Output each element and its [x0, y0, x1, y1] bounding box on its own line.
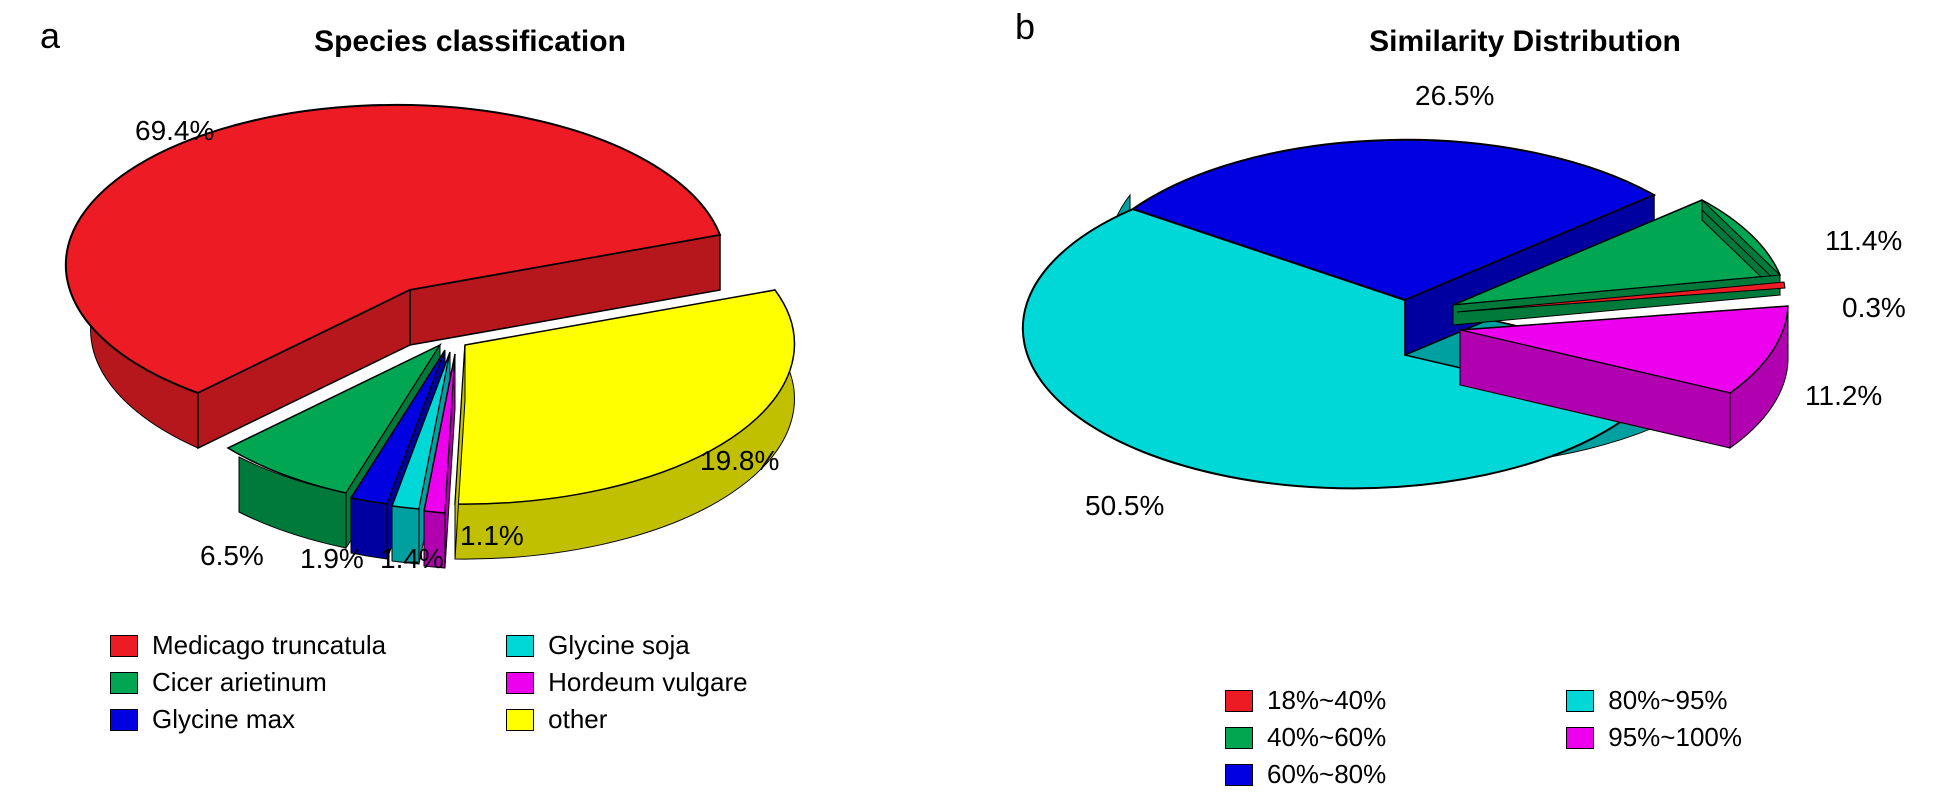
swatch-icon: [1225, 690, 1253, 712]
swatch-icon: [110, 635, 138, 657]
legend-item-a-1-2: other: [506, 704, 747, 735]
legend-b-col-1: 80%~95% 95%~100%: [1566, 685, 1742, 790]
legend-b-col-0: 18%~40% 40%~60% 60%~80%: [1225, 685, 1386, 790]
panel-b: b Similarity Distribution: [975, 0, 1945, 808]
legend-a-col-1: Glycine soja Hordeum vulgare other: [506, 630, 747, 735]
slice-label-a-2: 1.9%: [300, 543, 364, 575]
legend-item-b-0-2: 60%~80%: [1225, 759, 1386, 790]
legend-label: 80%~95%: [1608, 685, 1727, 716]
legend-label: Glycine max: [152, 704, 295, 735]
swatch-icon: [1566, 727, 1594, 749]
slice-label-a-0: 69.4%: [135, 115, 214, 147]
slice-label-b-0: 0.3%: [1842, 292, 1906, 324]
legend-item-b-0-0: 18%~40%: [1225, 685, 1386, 716]
swatch-icon: [110, 709, 138, 731]
legend-label: Hordeum vulgare: [548, 667, 747, 698]
slice-label-b-3: 50.5%: [1085, 490, 1164, 522]
swatch-icon: [506, 709, 534, 731]
swatch-icon: [110, 672, 138, 694]
legend-a: Medicago truncatula Cicer arietinum Glyc…: [110, 630, 748, 735]
slice-label-b-4: 11.2%: [1805, 380, 1882, 412]
slice-label-a-5: 19.8%: [700, 445, 779, 477]
legend-item-a-1-1: Hordeum vulgare: [506, 667, 747, 698]
legend-item-a-0-2: Glycine max: [110, 704, 386, 735]
panel-a: a Species classification: [0, 0, 970, 808]
legend-label: Glycine soja: [548, 630, 690, 661]
legend-label: 18%~40%: [1267, 685, 1386, 716]
legend-label: Cicer arietinum: [152, 667, 327, 698]
swatch-icon: [506, 672, 534, 694]
legend-item-b-1-1: 95%~100%: [1566, 722, 1742, 753]
swatch-icon: [1566, 690, 1594, 712]
legend-item-b-1-0: 80%~95%: [1566, 685, 1742, 716]
slice-label-a-4: 1.1%: [460, 520, 524, 552]
slice-label-a-1: 6.5%: [200, 540, 264, 572]
legend-item-a-0-0: Medicago truncatula: [110, 630, 386, 661]
legend-label: 40%~60%: [1267, 722, 1386, 753]
slice-label-a-3: 1.4%: [380, 543, 444, 575]
slice-label-b-1: 11.4%: [1825, 225, 1902, 257]
swatch-icon: [506, 635, 534, 657]
legend-label: Medicago truncatula: [152, 630, 386, 661]
pie-chart-b: [975, 40, 1945, 620]
legend-item-a-1-0: Glycine soja: [506, 630, 747, 661]
legend-item-a-0-1: Cicer arietinum: [110, 667, 386, 698]
legend-label: other: [548, 704, 607, 735]
swatch-icon: [1225, 764, 1253, 786]
slice-label-b-2: 26.5%: [1415, 80, 1494, 112]
legend-item-b-0-1: 40%~60%: [1225, 722, 1386, 753]
legend-a-col-0: Medicago truncatula Cicer arietinum Glyc…: [110, 630, 386, 735]
swatch-icon: [1225, 727, 1253, 749]
legend-label: 60%~80%: [1267, 759, 1386, 790]
legend-label: 95%~100%: [1608, 722, 1742, 753]
legend-b: 18%~40% 40%~60% 60%~80% 80%~95% 95%~100%: [1225, 685, 1742, 790]
